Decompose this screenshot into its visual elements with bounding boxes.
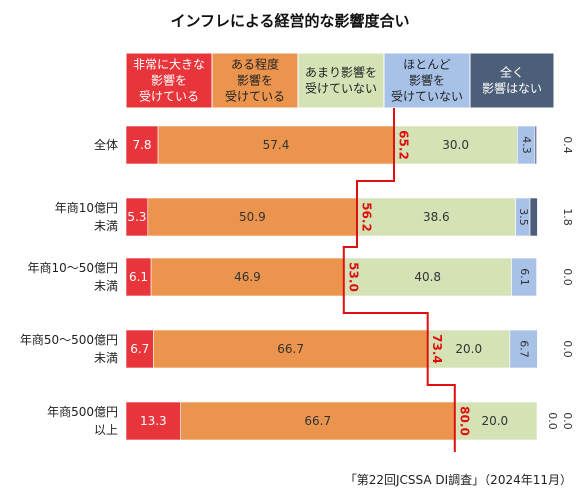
bar-segment — [511, 257, 537, 297]
value-label: 0.4 — [561, 136, 574, 154]
category-label: 年商500億円 — [47, 404, 118, 419]
bar-segment — [529, 197, 538, 237]
category-label: 未満 — [94, 279, 118, 293]
value-label: 1.8 — [561, 208, 574, 226]
value-label: 3.5 — [517, 208, 530, 226]
category-label: 未満 — [94, 219, 118, 233]
bar-segment — [454, 401, 538, 441]
bar-segment — [427, 329, 511, 369]
legend-label: 影響を — [151, 73, 187, 88]
legend-label: 全く — [500, 65, 524, 80]
bar-segment — [153, 329, 428, 369]
bars — [125, 125, 538, 441]
value-label: 5.3 — [127, 210, 146, 224]
bar-segment — [393, 125, 518, 165]
value-label: 0.0 — [561, 412, 574, 430]
category-label: 全体 — [94, 137, 118, 152]
bar-segment — [157, 125, 395, 165]
legend-label: あまり影響を — [305, 65, 377, 80]
value-label: 66.7 — [304, 414, 331, 428]
category-label: 年商10～50億円 — [27, 260, 118, 275]
value-label: 13.3 — [140, 414, 167, 428]
bar-segment — [509, 329, 538, 369]
bar-segment — [125, 257, 152, 297]
cumulative-label: 73.4 — [430, 334, 444, 364]
value-label: 66.7 — [277, 342, 304, 356]
legend-label: ほとんど — [403, 58, 451, 72]
legend-label: 影響はない — [482, 81, 542, 96]
category-label: 未満 — [94, 351, 118, 365]
cumulative-label: 56.2 — [359, 202, 373, 232]
value-label: 6.7 — [518, 340, 531, 358]
value-label: 4.3 — [520, 136, 533, 154]
legend-swatch — [383, 52, 471, 109]
value-label: 6.1 — [129, 270, 148, 284]
legend-swatch — [469, 52, 555, 109]
legend-swatch — [125, 52, 213, 109]
value-label: 38.6 — [423, 210, 450, 224]
value-label: 50.9 — [239, 210, 266, 224]
bar-segment — [180, 401, 456, 441]
cumulative-line: 65.2 56.2 53.0 73.4 80.0 — [342, 108, 471, 452]
bar-segment — [125, 329, 154, 369]
value-label: 0.0 — [561, 268, 574, 286]
cumulative-label: 53.0 — [346, 262, 360, 292]
value-label: 30.0 — [442, 138, 469, 152]
legend-label: ある程度 — [231, 57, 279, 72]
category-label: 年商50～500億円 — [20, 332, 118, 347]
value-label: 0.0 — [546, 412, 559, 430]
cumulative-step-line — [342, 108, 456, 452]
chart-legend: 非常に大きな影響を受けているある程度影響を受けているあまり影響を受けていないほと… — [125, 52, 555, 109]
legend-label: 受けていない — [305, 82, 377, 96]
legend-label: 非常に大きな — [133, 58, 205, 72]
legend-label: 受けていない — [391, 90, 463, 104]
category-labels: 全体年商10億円未満年商10～50億円未満年商50～500億円未満年商500億円… — [20, 137, 118, 437]
value-label: 6.7 — [130, 342, 149, 356]
value-label: 20.0 — [481, 414, 508, 428]
cumulative-label: 65.2 — [396, 130, 410, 160]
value-label: 7.8 — [132, 138, 151, 152]
chart-title: インフレによる経営的な影響度合い — [170, 12, 409, 30]
legend-label: 受けている — [139, 90, 199, 104]
value-label: 6.1 — [518, 268, 531, 286]
bar-segment — [150, 257, 345, 297]
legend-label: 影響を — [237, 73, 273, 88]
bar-segment — [147, 197, 358, 237]
value-labels: 7.8 57.4 30.0 4.3 0.4 5.3 50.9 38.6 3.5 1.8 6.1 46.… — [127, 136, 574, 430]
value-label: 57.4 — [263, 138, 290, 152]
category-label: 以上 — [94, 423, 118, 437]
bar-segment — [356, 197, 516, 237]
category-label: 年商10億円 — [55, 200, 118, 215]
value-label: 46.9 — [234, 270, 261, 284]
bar-segment — [343, 257, 512, 297]
legend-swatch — [297, 52, 385, 109]
footnote: 「第22回JCSSA DI調査」（2024年11月） — [345, 473, 572, 487]
value-label: 20.0 — [455, 342, 482, 356]
value-label: 40.8 — [414, 270, 441, 284]
legend-label: 受けている — [225, 90, 285, 104]
bar-segment — [534, 125, 537, 165]
legend-swatch — [211, 52, 299, 109]
legend-label: 影響を — [409, 73, 445, 88]
cumulative-label: 80.0 — [457, 406, 471, 436]
value-label: 0.0 — [561, 340, 574, 358]
bar-segment — [125, 401, 181, 441]
